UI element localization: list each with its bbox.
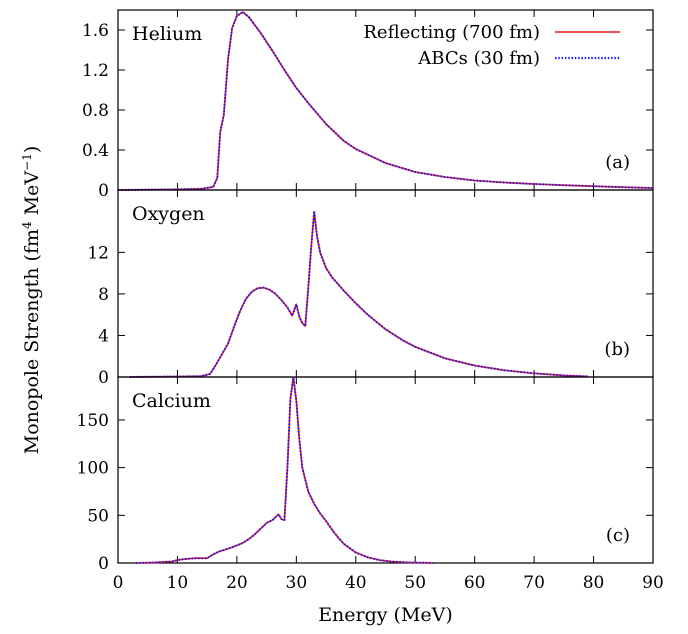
y-tick-label-calcium: 150: [77, 411, 109, 431]
y-tick-label-helium: 0: [98, 181, 109, 201]
legend: Reflecting (700 fm) ABCs (30 fm): [363, 22, 620, 69]
panel-tag-calcium: (c): [606, 525, 630, 546]
x-tick-label: 70: [523, 573, 545, 593]
panel-title-calcium: Calcium: [132, 390, 211, 412]
legend-label-reflecting: Reflecting (700 fm): [363, 22, 540, 43]
legend-label-abcs: ABCs (30 fm): [417, 48, 540, 69]
y-axis-title-unit: MeV: [21, 171, 43, 222]
y-tick-label-oxygen: 12: [87, 243, 109, 263]
x-tick-label: 40: [345, 573, 367, 593]
x-axis-title: Energy (MeV): [318, 604, 453, 626]
y-tick-label-oxygen: 0: [98, 368, 109, 388]
x-tick-label: 0: [113, 573, 124, 593]
panel-title-oxygen: Oxygen: [132, 203, 205, 225]
y-tick-label-calcium: 0: [98, 554, 109, 574]
series-line-reflecting-helium: [117, 11, 654, 191]
x-tick-label: 30: [286, 573, 308, 593]
y-tick-label-oxygen: 4: [98, 326, 109, 346]
y-tick-label-oxygen: 8: [98, 285, 109, 305]
y-tick-label-calcium: 100: [77, 459, 109, 479]
x-tick-label: 50: [404, 573, 426, 593]
y-tick-label-helium: 0.8: [82, 101, 109, 121]
x-tick-label: 60: [464, 573, 486, 593]
y-tick-label-helium: 1.2: [82, 61, 109, 81]
x-tick-label: 10: [167, 573, 189, 593]
y-tick-label-helium: 0.4: [82, 141, 109, 161]
x-tick-label: 80: [583, 573, 605, 593]
y-axis-title-text: Monopole Strength (fm: [21, 229, 43, 454]
y-tick-label-helium: 1.6: [82, 21, 109, 41]
panel-oxygen: 0 4 8 12 Oxygen (b): [87, 189, 654, 388]
y-tick-label-calcium: 50: [87, 506, 109, 526]
y-axis-title-close: ): [21, 146, 43, 153]
panel-helium: 0 0.4 0.8 1.2 1.6 Helium (a) Reflecting (700 fm…: [82, 9, 654, 201]
panels: 0 0.4 0.8 1.2 1.6 Helium (a) Reflecting (700 fm…: [77, 9, 664, 593]
y-axis-title: Monopole Strength (fm4 MeV−1): [20, 146, 43, 455]
series-line-abcs-calcium: [135, 376, 434, 564]
y-axis-title-exponent-mev: −1: [20, 153, 34, 171]
x-tick-label: 20: [226, 573, 248, 593]
panel-frame-calcium: [117, 376, 654, 564]
y-axis-title-exponent-fm: 4: [20, 221, 34, 229]
panel-tag-oxygen: (b): [604, 339, 630, 360]
x-tick-label: 90: [642, 573, 664, 593]
series-line-reflecting-oxygen: [129, 212, 588, 378]
panel-tag-helium: (a): [605, 152, 630, 173]
panel-calcium: 0 50 100 150 0 10 20 30 40 50 60 70 80 90 Calcium (c): [77, 376, 664, 593]
panel-title-helium: Helium: [132, 23, 202, 45]
series-line-abcs-oxygen: [129, 209, 588, 378]
